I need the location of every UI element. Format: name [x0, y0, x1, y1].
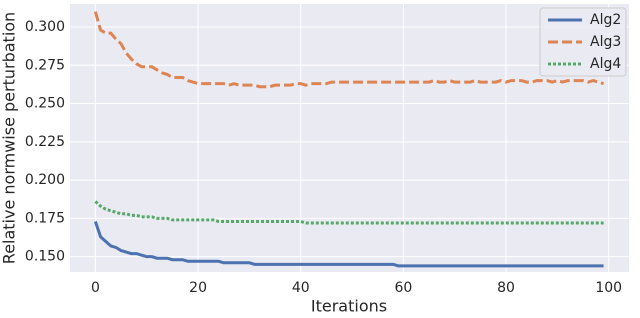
x-tick-label: 20: [189, 280, 207, 296]
y-axis-label: Relative normwise perturbation: [0, 12, 19, 264]
x-axis-label: Iterations: [311, 297, 387, 315]
legend: Alg2 Alg3 Alg4: [539, 7, 627, 77]
lines: [93, 11, 605, 268]
legend-label: Alg4: [590, 56, 621, 72]
legend-label: Alg3: [590, 34, 621, 50]
x-tick-label: 60: [394, 280, 412, 296]
y-tick-label: 0.200: [25, 172, 65, 188]
y-tick-label: 0.250: [25, 96, 65, 112]
series-line: [93, 220, 604, 268]
x-tick-label: 80: [497, 280, 515, 296]
legend-label: Alg2: [590, 12, 621, 28]
series-line: [93, 11, 605, 89]
y-tick-label: 0.275: [25, 57, 65, 73]
legend-box: [539, 7, 627, 77]
x-tick-label: 0: [91, 280, 100, 296]
y-tick-label: 0.150: [25, 249, 65, 265]
x-tick-label: 40: [292, 280, 310, 296]
y-tick-label: 0.300: [25, 19, 65, 35]
plot-area: [70, 4, 629, 272]
y-tick-label: 0.175: [25, 210, 65, 226]
y-tick-label: 0.225: [25, 134, 65, 150]
x-tick-label: 100: [595, 280, 622, 296]
